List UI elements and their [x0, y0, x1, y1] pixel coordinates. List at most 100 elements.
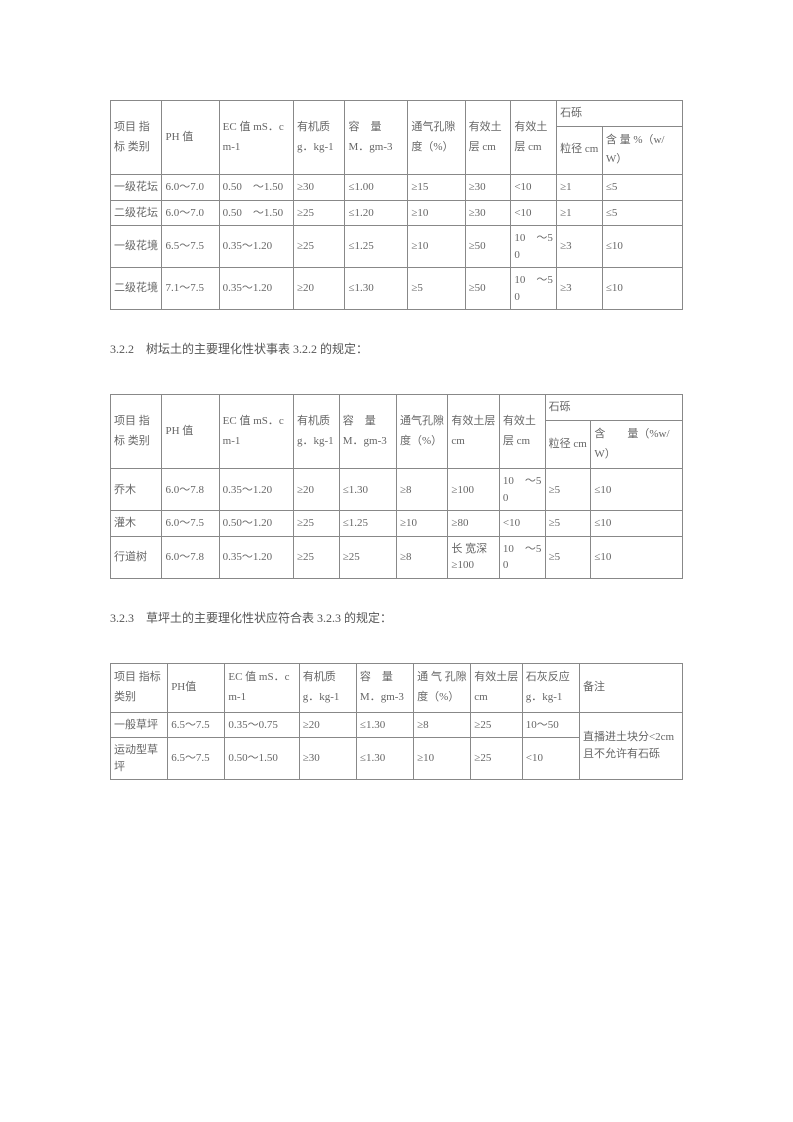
- table-row: 项目 指标 类别 PH值 EC 值 mS．cm-1 有机质 g．kg-1 容 量…: [111, 664, 683, 713]
- cell: ≥30: [299, 738, 356, 780]
- table-row: 乔木 6.0～7.8 0.35～1.20 ≥20 ≤1.30 ≥8 ≥100 1…: [111, 469, 683, 511]
- header-cell: 备注: [579, 664, 682, 713]
- cell: 7.1～7.5: [162, 268, 219, 310]
- cell: ≥5: [545, 511, 591, 537]
- cell: ≥25: [294, 536, 340, 578]
- cell: ≥1: [557, 175, 603, 201]
- cell: ≥30: [465, 175, 511, 201]
- table-row: 项目 指标 类别 PH 值 EC 值 mS．cm-1 有机质 g．kg-1 容 …: [111, 395, 683, 421]
- cell: 6.5～7.5: [168, 712, 225, 738]
- header-cell: 有效土层 cm: [471, 664, 522, 713]
- header-cell: 石砾: [557, 101, 683, 127]
- cell: ≤10: [602, 268, 682, 310]
- cell: 0.50 ～1.50: [219, 200, 293, 226]
- cell: ≥15: [408, 175, 465, 201]
- cell: 6.0～7.8: [162, 536, 219, 578]
- cell: ≥10: [408, 226, 465, 268]
- table-row: 二级花境 7.1～7.5 0.35～1.20 ≥20 ≤1.30 ≥5 ≥50 …: [111, 268, 683, 310]
- table-row: 项目 指标 类别 PH 值 EC 值 mS．cm-1 有机质 g．kg-1 容 …: [111, 101, 683, 127]
- cell: 一级花坛: [111, 175, 162, 201]
- cell: ≤10: [591, 536, 683, 578]
- cell: ≤10: [591, 469, 683, 511]
- cell: ≤1.25: [345, 226, 408, 268]
- cell: ≥25: [471, 738, 522, 780]
- cell: ≥25: [294, 200, 345, 226]
- cell: ≥30: [294, 175, 345, 201]
- cell: 长 宽深 ≥100: [448, 536, 499, 578]
- cell: ≤5: [602, 200, 682, 226]
- table-row: 灌木 6.0～7.5 0.50～1.20 ≥25 ≤1.25 ≥10 ≥80 <…: [111, 511, 683, 537]
- header-cell: 粒径 cm: [557, 126, 603, 175]
- cell: 6.0～7.8: [162, 469, 219, 511]
- header-cell: 有效土层 cm: [448, 395, 499, 469]
- cell: ≤1.00: [345, 175, 408, 201]
- table-tree-soil: 项目 指标 类别 PH 值 EC 值 mS．cm-1 有机质 g．kg-1 容 …: [110, 394, 683, 579]
- cell: ≥8: [396, 469, 447, 511]
- cell: 10 ～50: [511, 226, 557, 268]
- cell: ≥50: [465, 226, 511, 268]
- header-cell: EC 值 mS．cm-1: [219, 395, 293, 469]
- header-cell: EC 值 mS．cm-1: [219, 101, 293, 175]
- header-cell: 有效土层 cm: [465, 101, 511, 175]
- header-cell: 石灰反应 g．kg-1: [522, 664, 579, 713]
- header-cell: 通气孔隙 度（%）: [396, 395, 447, 469]
- cell: ≥10: [414, 738, 471, 780]
- cell: ≤1.20: [345, 200, 408, 226]
- cell: ≥20: [299, 712, 356, 738]
- cell: ≥8: [396, 536, 447, 578]
- cell: ≥25: [339, 536, 396, 578]
- cell: 0.35～1.20: [219, 536, 293, 578]
- cell: <10: [522, 738, 579, 780]
- cell: ≤10: [591, 511, 683, 537]
- cell: 0.35～1.20: [219, 226, 293, 268]
- table-row: 一级花境 6.5～7.5 0.35～1.20 ≥25 ≤1.25 ≥10 ≥50…: [111, 226, 683, 268]
- cell: 0.50～1.20: [219, 511, 293, 537]
- cell: 0.35～1.20: [219, 268, 293, 310]
- header-cell: 容 量 M．gm-3: [356, 664, 413, 713]
- cell: ≤1.30: [356, 712, 413, 738]
- cell: ≥10: [408, 200, 465, 226]
- caption-322: 3.2.2 树坛土的主要理化性状事表 3.2.2 的规定：: [110, 340, 683, 359]
- cell: ≥5: [408, 268, 465, 310]
- cell: ≥1: [557, 200, 603, 226]
- cell: ≥3: [557, 226, 603, 268]
- cell: 二级花坛: [111, 200, 162, 226]
- cell: 一般草坪: [111, 712, 168, 738]
- cell: ≥25: [294, 226, 345, 268]
- cell: <10: [499, 511, 545, 537]
- header-cell: 项目 指标 类别: [111, 395, 162, 469]
- cell: 0.50 ～1.50: [219, 175, 293, 201]
- header-cell: 容 量 M．gm-3: [345, 101, 408, 175]
- cell: ≤1.30: [339, 469, 396, 511]
- cell: 6.0～7.0: [162, 175, 219, 201]
- cell: 运动型草坪: [111, 738, 168, 780]
- cell: 一级花境: [111, 226, 162, 268]
- header-cell: 含 量 %（w/W）: [602, 126, 682, 175]
- cell: ≥5: [545, 536, 591, 578]
- header-cell: PH 值: [162, 395, 219, 469]
- cell: ≤5: [602, 175, 682, 201]
- header-cell: PH值: [168, 664, 225, 713]
- cell: 二级花境: [111, 268, 162, 310]
- cell: ≥25: [471, 712, 522, 738]
- header-cell: 有效土层 cm: [511, 101, 557, 175]
- cell: ≥100: [448, 469, 499, 511]
- cell: ≥3: [557, 268, 603, 310]
- header-cell: 石砾: [545, 395, 682, 421]
- header-cell: PH 值: [162, 101, 219, 175]
- cell: ≤1.30: [345, 268, 408, 310]
- cell: 6.5～7.5: [168, 738, 225, 780]
- cell: 6.5～7.5: [162, 226, 219, 268]
- cell: ≥30: [465, 200, 511, 226]
- cell: <10: [511, 175, 557, 201]
- cell: ≤1.25: [339, 511, 396, 537]
- cell: 0.35～1.20: [219, 469, 293, 511]
- table-row: 二级花坛 6.0～7.0 0.50 ～1.50 ≥25 ≤1.20 ≥10 ≥3…: [111, 200, 683, 226]
- cell: 灌木: [111, 511, 162, 537]
- header-cell: 含 量（%w/W）: [591, 420, 683, 469]
- header-cell: 有机质 g．kg-1: [299, 664, 356, 713]
- cell: ≤10: [602, 226, 682, 268]
- header-cell: EC 值 mS．cm-1: [225, 664, 299, 713]
- header-cell: 粒径 cm: [545, 420, 591, 469]
- cell: 10 ～50: [499, 536, 545, 578]
